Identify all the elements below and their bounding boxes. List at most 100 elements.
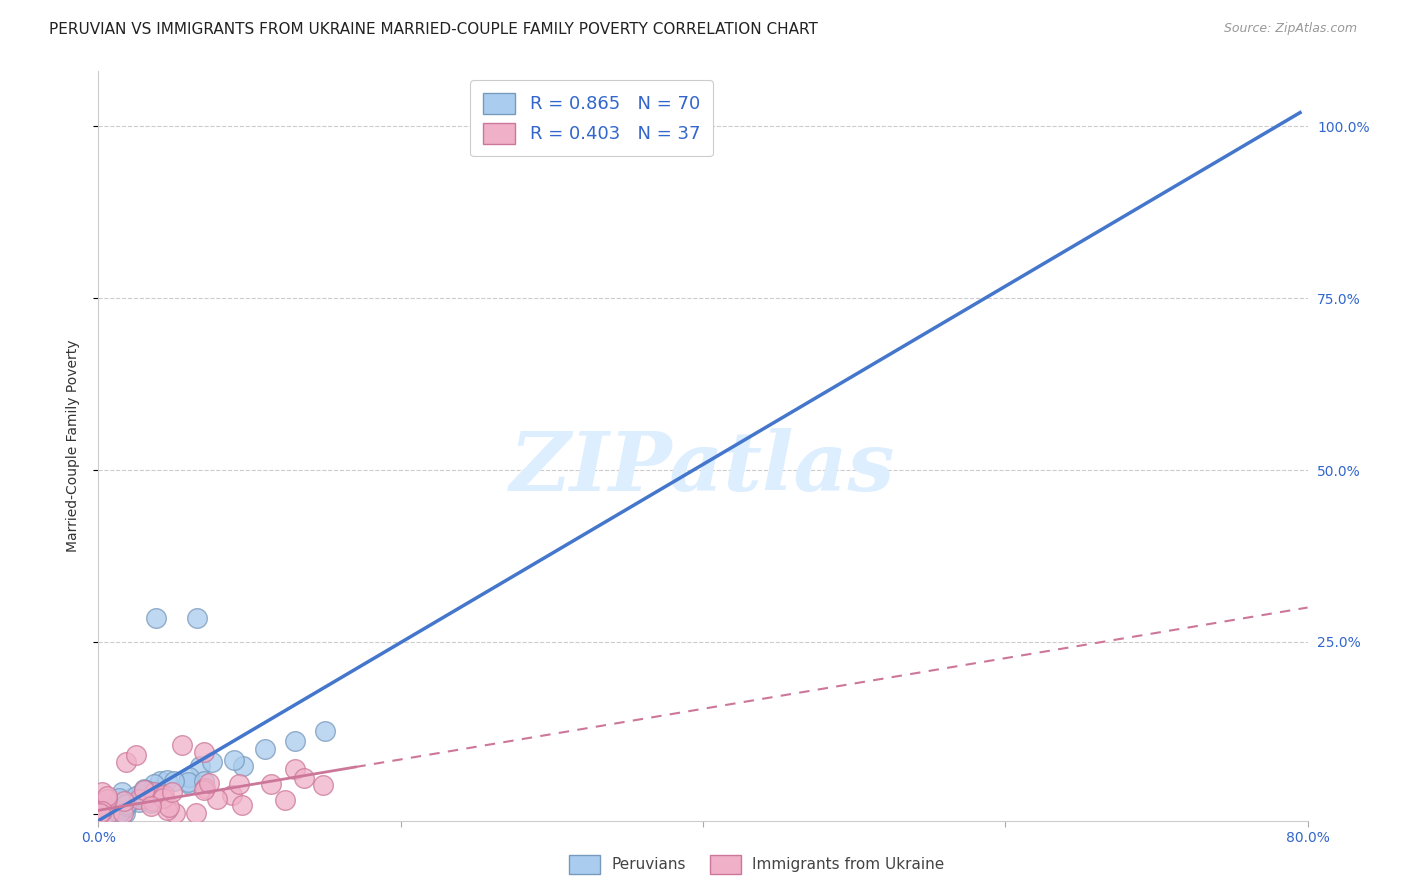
Point [142,777,165,791]
Point [1357,120,1379,134]
Point [90,804,112,818]
Point [125,748,148,763]
Point [104,800,127,814]
Point [184,806,207,821]
Point [231,797,253,812]
Point [132,783,155,797]
Point [117,797,139,811]
Point [129,787,152,801]
Point [163,773,186,788]
Point [115,797,138,811]
Point [117,793,139,807]
Point [125,789,148,804]
Text: PERUVIAN VS IMMIGRANTS FROM UKRAINE MARRIED-COUPLE FAMILY POVERTY CORRELATION CH: PERUVIAN VS IMMIGRANTS FROM UKRAINE MARR… [49,22,818,37]
Point [205,792,228,806]
Text: Source: ZipAtlas.com: Source: ZipAtlas.com [1223,22,1357,36]
Point [253,742,276,756]
Point [105,801,128,815]
Point [110,797,132,812]
Point [292,771,315,785]
Point [110,799,132,814]
Point [114,806,136,821]
Point [314,723,336,738]
Point [89,806,111,821]
Text: Peruvians: Peruvians [612,857,686,872]
Point [135,783,157,797]
Point [91,796,114,810]
Point [132,788,155,802]
Point [193,783,215,797]
Point [188,759,211,773]
Point [98,806,121,821]
Point [122,793,145,807]
Point [97,795,120,809]
Point [224,753,246,767]
Point [156,803,179,817]
Point [104,801,127,815]
Legend: R = 0.865   N = 70, R = 0.403   N = 37: R = 0.865 N = 70, R = 0.403 N = 37 [470,80,713,156]
Point [96,789,118,803]
Point [143,785,166,799]
Point [273,793,295,807]
Point [193,774,215,789]
Point [221,788,243,802]
Point [96,801,118,815]
Point [89,806,111,821]
Y-axis label: Married-Couple Family Poverty: Married-Couple Family Poverty [66,340,80,552]
Point [89,806,111,821]
Point [90,806,112,821]
Point [98,804,121,818]
Text: Immigrants from Ukraine: Immigrants from Ukraine [752,857,945,872]
Point [193,745,215,759]
Point [96,792,118,806]
Point [111,785,134,799]
Point [110,805,132,819]
Point [90,805,112,819]
Point [186,611,208,625]
Point [142,794,165,808]
Point [153,788,176,802]
Point [105,802,128,816]
Point [157,800,180,814]
Point [170,738,193,752]
Point [90,799,112,814]
Point [111,800,134,814]
Point [132,782,155,797]
Point [134,791,156,805]
Point [197,775,219,789]
Point [100,806,122,821]
Point [94,806,117,821]
Point [138,785,160,799]
Point [120,791,142,805]
Text: ZIPatlas: ZIPatlas [510,428,896,508]
Point [93,800,115,814]
Point [91,785,114,799]
Point [111,806,134,821]
Point [145,783,167,797]
Point [107,791,129,805]
Point [260,777,283,791]
Point [284,733,307,747]
Point [89,805,111,820]
Point [112,794,135,808]
Point [177,770,200,784]
Point [149,773,172,788]
Point [111,792,134,806]
Point [108,797,131,811]
Point [101,797,124,812]
Point [131,790,153,805]
Point [201,755,224,769]
Point [108,806,131,821]
Point [115,799,138,814]
Point [141,798,163,813]
Point [284,762,307,776]
Point [107,801,129,815]
Point [100,798,122,813]
Point [312,778,335,792]
Point [177,774,200,789]
Point [114,755,136,769]
Point [156,772,179,787]
Point [179,777,201,791]
Point [114,797,136,811]
Point [232,759,254,773]
